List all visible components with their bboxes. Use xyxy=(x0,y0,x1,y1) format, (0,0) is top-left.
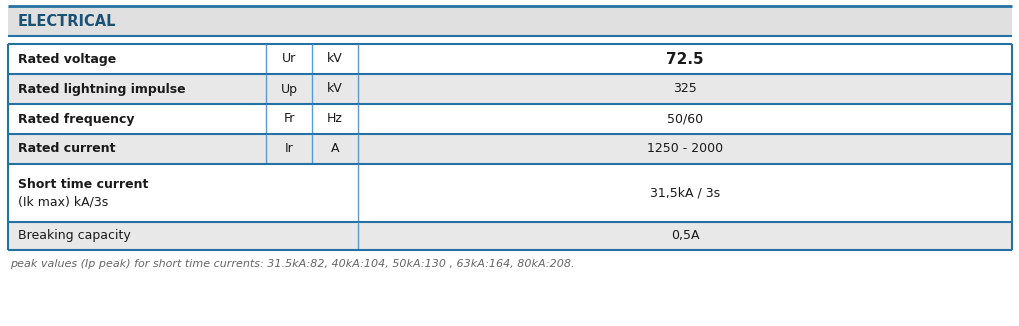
Text: 325: 325 xyxy=(673,82,696,96)
Text: Fr: Fr xyxy=(283,112,294,126)
Text: Ur: Ur xyxy=(281,52,296,66)
Text: kV: kV xyxy=(327,52,342,66)
Bar xyxy=(8,222,1011,250)
Text: 72.5: 72.5 xyxy=(665,52,703,67)
Text: Rated frequency: Rated frequency xyxy=(18,112,135,126)
Text: 31,5kA / 3s: 31,5kA / 3s xyxy=(649,186,719,200)
Text: Rated lightning impulse: Rated lightning impulse xyxy=(18,82,185,96)
Text: 0,5A: 0,5A xyxy=(671,230,699,243)
Text: Ir: Ir xyxy=(284,142,293,156)
Bar xyxy=(8,6,1011,36)
Bar xyxy=(8,134,1011,164)
Text: ELECTRICAL: ELECTRICAL xyxy=(18,13,116,28)
Text: Hz: Hz xyxy=(327,112,342,126)
Text: kV: kV xyxy=(327,82,342,96)
Text: 50/60: 50/60 xyxy=(666,112,702,126)
Text: Rated current: Rated current xyxy=(18,142,115,156)
Text: Short time current: Short time current xyxy=(18,177,148,190)
Text: Rated voltage: Rated voltage xyxy=(18,52,116,66)
Text: Breaking capacity: Breaking capacity xyxy=(18,230,130,243)
Bar xyxy=(8,164,1011,222)
Bar xyxy=(8,74,1011,104)
Text: Up: Up xyxy=(280,82,298,96)
Bar xyxy=(8,104,1011,134)
Bar xyxy=(8,44,1011,74)
Text: peak values (Ip peak) for short time currents: 31.5kA:82, 40kA:104, 50kA:130 , 6: peak values (Ip peak) for short time cur… xyxy=(10,259,574,269)
Text: A: A xyxy=(330,142,339,156)
Text: (Ik max) kA/3s: (Ik max) kA/3s xyxy=(18,196,108,209)
Text: 1250 - 2000: 1250 - 2000 xyxy=(646,142,722,156)
